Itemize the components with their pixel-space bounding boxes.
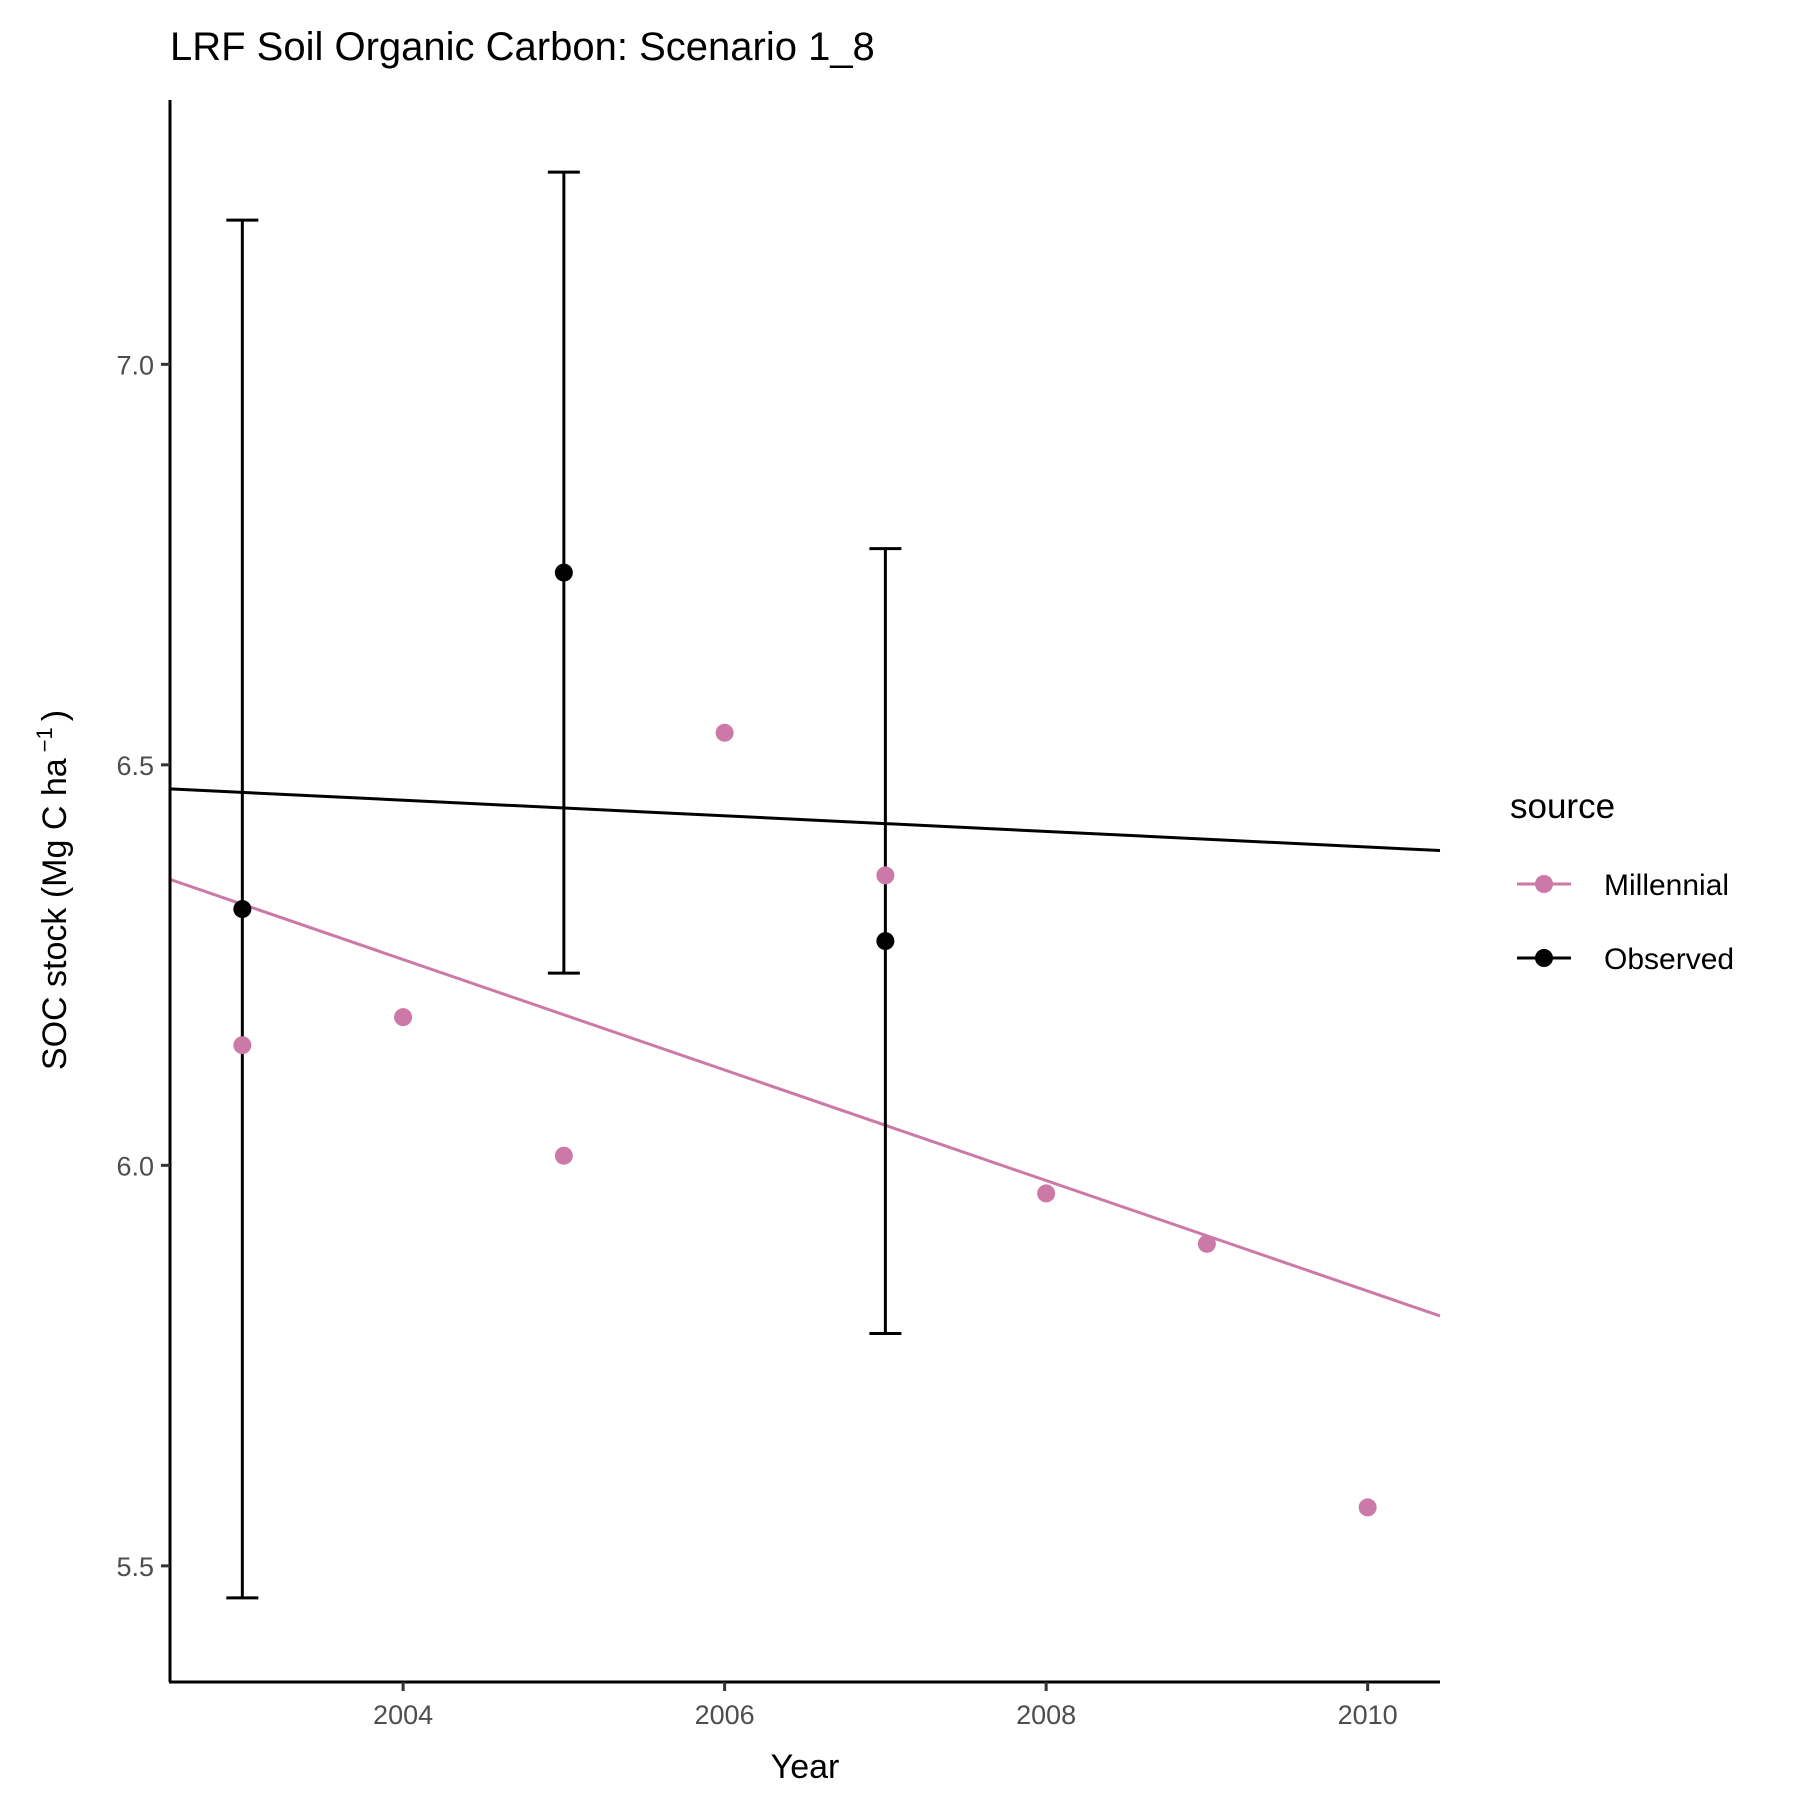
y-axis-title-close: ) [36, 710, 74, 721]
legend-entry-millennial: Millennial [1517, 869, 1729, 902]
data-points [233, 563, 1377, 1517]
x-tick-label: 2008 [1016, 1700, 1076, 1730]
legend-entry-observed: Observed [1517, 943, 1734, 976]
legend-key-millennial-point [1535, 875, 1553, 893]
point-observed-2 [876, 932, 895, 951]
point-observed-1 [554, 563, 573, 582]
trend-line-observed [169, 787, 1441, 853]
x-axis-ticks: 2004 2006 2008 2010 [373, 1682, 1398, 1730]
plot-area [169, 170, 1441, 1600]
point-millennial-5 [1037, 1184, 1056, 1203]
point-millennial-4 [876, 866, 895, 885]
point-millennial-3 [715, 723, 734, 742]
y-axis-title-main: SOC stock (Mg C ha [36, 758, 74, 1070]
y-axis-title-superscript: −1 [32, 727, 57, 752]
x-axis-title: Year [771, 1748, 840, 1786]
y-axis-ticks: 5.5 6.0 6.5 7.0 [116, 350, 170, 1582]
legend-label-millennial: Millennial [1604, 869, 1729, 902]
x-tick-label: 2004 [373, 1700, 433, 1730]
trend-lines [169, 787, 1441, 1318]
error-bars [226, 170, 902, 1600]
chart-title: LRF Soil Organic Carbon: Scenario 1_8 [170, 25, 875, 69]
y-tick-label: 5.5 [116, 1552, 154, 1582]
x-tick-label: 2006 [695, 1700, 755, 1730]
legend-title: source [1510, 787, 1615, 826]
y-tick-label: 6.0 [116, 1151, 154, 1181]
y-tick-label: 7.0 [116, 350, 154, 380]
point-millennial-2 [554, 1146, 573, 1165]
point-millennial-1 [394, 1008, 413, 1027]
y-tick-label: 6.5 [116, 751, 154, 781]
point-millennial-7 [1358, 1498, 1377, 1517]
trend-line-millennial [169, 877, 1441, 1318]
legend-key-observed-point [1535, 949, 1553, 967]
y-axis-title: SOC stock (Mg C ha −1) [32, 710, 74, 1070]
legend: source Millennial Observed [1510, 787, 1734, 976]
legend-label-observed: Observed [1604, 943, 1734, 976]
x-tick-label: 2010 [1338, 1700, 1398, 1730]
point-observed-0 [233, 900, 252, 919]
point-millennial-0 [233, 1036, 252, 1055]
point-millennial-6 [1197, 1234, 1216, 1253]
